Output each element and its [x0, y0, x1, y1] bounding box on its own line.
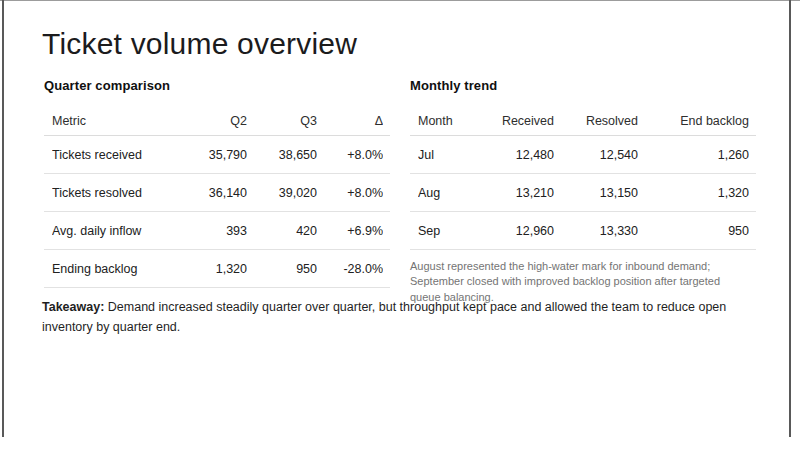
end-backlog-value: 1,320	[638, 186, 749, 200]
column-header-q3: Q3	[247, 114, 317, 128]
q3-value: 39,020	[247, 186, 317, 200]
takeaway-label: Takeaway:	[42, 300, 104, 314]
monthly-table-header-row: Month Received Resolved End backlog	[410, 106, 756, 136]
quarter-comparison-heading: Quarter comparison	[44, 78, 390, 93]
delta-value: -28.0%	[317, 262, 383, 276]
takeaway: Takeaway: Demand increased steadily quar…	[42, 297, 764, 338]
monthly-trend-heading: Monthly trend	[410, 78, 756, 93]
delta-value: +8.0%	[317, 186, 383, 200]
q2-value: 35,790	[167, 148, 247, 162]
metric-label: Tickets resolved	[52, 186, 167, 200]
q3-value: 38,650	[247, 148, 317, 162]
quarter-comparison-panel: Quarter comparison Metric Q2 Q3 Δ Ticket…	[44, 78, 390, 288]
takeaway-text: Demand increased steadily quarter over q…	[42, 300, 726, 334]
metric-label: Ending backlog	[52, 262, 167, 276]
slide-border-top	[0, 0, 800, 1]
table-row: Tickets resolved 36,140 39,020 +8.0%	[44, 174, 390, 212]
table-row: Avg. daily inflow 393 420 +6.9%	[44, 212, 390, 250]
table-row: Aug 13,210 13,150 1,320	[410, 174, 756, 212]
column-header-received: Received	[474, 114, 554, 128]
column-header-q2: Q2	[167, 114, 247, 128]
column-header-metric: Metric	[52, 114, 167, 128]
received-value: 12,960	[474, 224, 554, 238]
quarter-table-header-row: Metric Q2 Q3 Δ	[44, 106, 390, 136]
q2-value: 36,140	[167, 186, 247, 200]
table-row: Ending backlog 1,320 950 -28.0%	[44, 250, 390, 288]
q3-value: 420	[247, 224, 317, 238]
delta-value: +6.9%	[317, 224, 383, 238]
resolved-value: 13,330	[554, 224, 638, 238]
column-header-delta: Δ	[317, 114, 383, 128]
column-header-end-backlog: End backlog	[638, 114, 749, 128]
q2-value: 393	[167, 224, 247, 238]
metric-label: Tickets received	[52, 148, 167, 162]
page-title: Ticket volume overview	[42, 27, 357, 61]
received-value: 12,480	[474, 148, 554, 162]
resolved-value: 12,540	[554, 148, 638, 162]
end-backlog-value: 950	[638, 224, 749, 238]
metric-label: Avg. daily inflow	[52, 224, 167, 238]
table-row: Jul 12,480 12,540 1,260	[410, 136, 756, 174]
slide-border-left	[2, 0, 4, 437]
slide-border-right	[789, 0, 791, 437]
delta-value: +8.0%	[317, 148, 383, 162]
monthly-trend-panel: Monthly trend Month Received Resolved En…	[410, 78, 756, 305]
received-value: 13,210	[474, 186, 554, 200]
end-backlog-value: 1,260	[638, 148, 749, 162]
month-label: Jul	[418, 148, 474, 162]
table-row: Tickets received 35,790 38,650 +8.0%	[44, 136, 390, 174]
column-header-resolved: Resolved	[554, 114, 638, 128]
column-header-month: Month	[418, 114, 474, 128]
month-label: Sep	[418, 224, 474, 238]
table-row: Sep 12,960 13,330 950	[410, 212, 756, 250]
q3-value: 950	[247, 262, 317, 276]
q2-value: 1,320	[167, 262, 247, 276]
resolved-value: 13,150	[554, 186, 638, 200]
month-label: Aug	[418, 186, 474, 200]
